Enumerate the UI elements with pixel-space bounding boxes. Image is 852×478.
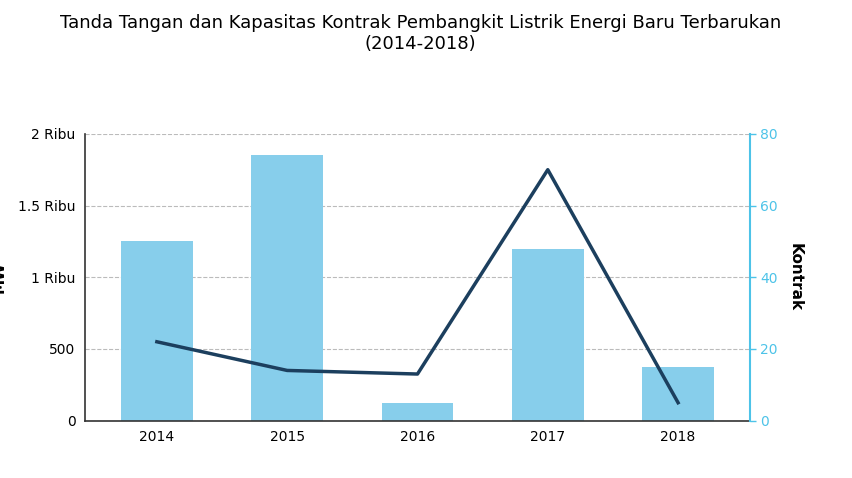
Y-axis label: Kontrak: Kontrak xyxy=(788,243,803,311)
Bar xyxy=(382,402,453,421)
Bar xyxy=(642,367,714,421)
Bar xyxy=(251,155,323,421)
Text: Tanda Tangan dan Kapasitas Kontrak Pembangkit Listrik Energi Baru Terbarukan
(20: Tanda Tangan dan Kapasitas Kontrak Pemba… xyxy=(60,14,781,53)
Bar xyxy=(512,249,584,421)
Y-axis label: MW: MW xyxy=(0,261,7,293)
Bar xyxy=(121,241,193,421)
